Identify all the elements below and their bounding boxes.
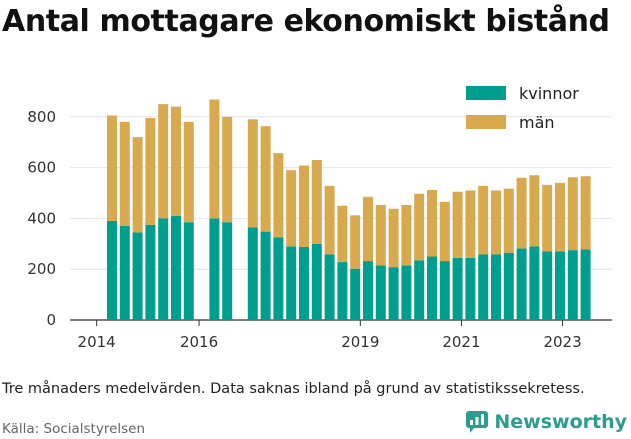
bar-kvinnor: [388, 267, 399, 320]
newsworthy-logo[interactable]: Newsworthy: [465, 410, 627, 434]
bars: [107, 99, 591, 320]
bar-kvinnor: [567, 250, 578, 320]
bar-kvinnor: [542, 251, 553, 320]
bar-man: [299, 165, 309, 247]
legend: kvinnor män: [466, 84, 579, 132]
bar-man: [171, 106, 181, 216]
bar-man: [324, 185, 335, 255]
bar-man: [388, 208, 399, 268]
bar-man: [439, 201, 450, 262]
bar-kvinnor: [503, 252, 514, 320]
y-tick-label: 0: [46, 311, 56, 329]
bar-kvinnor: [427, 256, 437, 320]
x-axis-ticks: 2014 2016 2019 2021 2023: [78, 320, 582, 351]
bar-man: [107, 115, 117, 221]
bar-man: [375, 204, 386, 266]
source-label: Källa: Socialstyrelsen: [2, 421, 146, 437]
brand-name: Newsworthy: [494, 411, 627, 433]
bar-kvinnor: [145, 224, 156, 320]
bar-kvinnor: [529, 246, 540, 320]
bar-kvinnor: [119, 226, 130, 320]
bar-man: [132, 137, 143, 233]
bar-man: [222, 116, 233, 223]
bar-kvinnor: [311, 243, 322, 320]
bar-kvinnor: [324, 254, 335, 320]
x-tick-label: 2021: [442, 333, 480, 351]
x-tick-label: 2014: [78, 333, 116, 351]
bar-man: [503, 188, 514, 253]
legend-swatch: [466, 115, 506, 129]
bar-man: [119, 121, 130, 227]
bar-kvinnor: [209, 218, 220, 320]
bar-kvinnor: [363, 261, 373, 320]
bar-kvinnor: [580, 249, 591, 320]
bar-kvinnor: [171, 215, 181, 320]
bar-kvinnor: [247, 227, 258, 320]
legend-swatch: [466, 86, 506, 100]
bar-kvinnor: [299, 246, 309, 320]
bar-kvinnor: [491, 254, 501, 320]
bar-kvinnor: [350, 268, 361, 320]
bar-man: [478, 185, 489, 255]
x-tick-label: 2019: [341, 333, 379, 351]
bar-man: [491, 190, 501, 255]
chart-note: Tre månaders medelvärden. Data saknas ib…: [2, 381, 585, 397]
bar-man: [427, 189, 437, 257]
bar-man: [529, 175, 540, 247]
bar-kvinnor: [273, 237, 284, 320]
legend-label: män: [519, 113, 555, 132]
bar-man: [273, 153, 284, 238]
bar-man: [452, 191, 463, 258]
bar-kvinnor: [465, 257, 476, 320]
y-tick-label: 200: [27, 260, 56, 278]
bar-man: [542, 184, 553, 252]
bar-man: [567, 177, 578, 251]
x-tick-label: 2023: [543, 333, 581, 351]
y-axis-ticks: 0 200 400 600 800: [27, 108, 56, 329]
bar-man: [414, 193, 425, 261]
bar-kvinnor: [375, 265, 386, 320]
bar-kvinnor: [439, 261, 450, 320]
bar-man: [183, 121, 194, 223]
bar-kvinnor: [107, 220, 117, 320]
bar-kvinnor: [414, 260, 425, 320]
bar-man: [337, 205, 348, 263]
bar-man: [555, 182, 565, 252]
bar-man: [516, 177, 527, 249]
bar-man: [311, 159, 322, 244]
bar-man: [363, 196, 373, 262]
chart-title: Antal mottagare ekonomiskt bistånd: [2, 4, 610, 39]
bar-man: [260, 126, 271, 232]
bar-man: [209, 99, 220, 219]
bar-kvinnor: [286, 246, 297, 320]
bar-man: [158, 104, 169, 219]
bar-kvinnor: [222, 222, 233, 320]
x-tick-label: 2016: [180, 333, 218, 351]
bar-man: [465, 190, 476, 258]
bar-kvinnor: [401, 265, 412, 320]
bar-kvinnor: [452, 257, 463, 320]
bar-kvinnor: [555, 251, 565, 320]
bar-kvinnor: [183, 222, 194, 320]
legend-label: kvinnor: [519, 84, 579, 103]
bar-man: [350, 215, 361, 269]
bar-man: [247, 119, 258, 228]
bar-kvinnor: [260, 231, 271, 320]
bar-man: [580, 176, 591, 250]
bar-kvinnor: [516, 248, 527, 320]
y-tick-label: 800: [27, 108, 56, 126]
bar-kvinnor: [132, 232, 143, 320]
bar-kvinnor: [158, 218, 169, 320]
y-tick-label: 600: [27, 159, 56, 177]
newsworthy-icon: [466, 411, 489, 433]
bar-man: [145, 118, 156, 225]
bar-kvinnor: [337, 262, 348, 320]
bar-man: [401, 204, 412, 266]
bar-kvinnor: [478, 254, 489, 320]
bar-man: [286, 170, 297, 247]
y-tick-label: 400: [27, 209, 56, 227]
